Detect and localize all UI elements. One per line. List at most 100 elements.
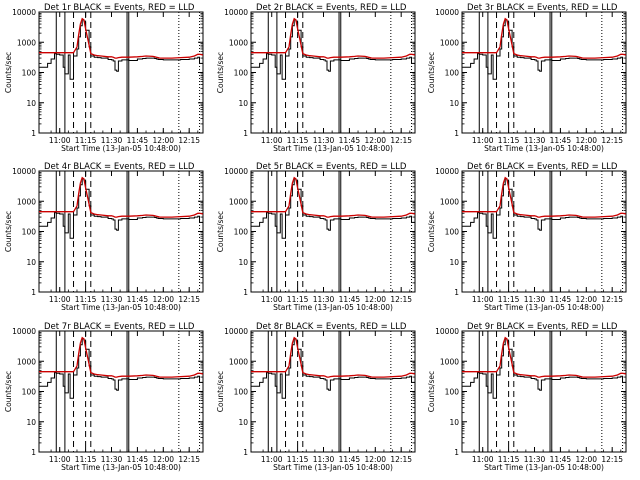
series-events-line <box>462 19 627 80</box>
x-tick-label: 11:45 <box>550 136 572 145</box>
chart-panel: Det 2r BLACK = Events, RED = LLD 1 10 100 10… <box>216 3 416 153</box>
x-axis-label: Start Time (13-Jan-05 10:48:00) <box>273 144 393 153</box>
series-events-line <box>251 338 416 399</box>
y-tick-label: 10 <box>238 418 248 427</box>
y-tick-label: 1 <box>31 129 36 138</box>
series-lld-line <box>39 17 204 59</box>
x-tick-label: 12:00 <box>152 136 174 145</box>
y-tick-label: 10000 <box>12 8 36 17</box>
panel-title: Det 2r BLACK = Events, RED = LLD <box>256 3 407 13</box>
chart-panel: Det 7r BLACK = Events, RED = LLD 1 10 100 10… <box>4 322 204 472</box>
x-tick-label: 12:15 <box>178 136 200 145</box>
x-tick-label: 12:15 <box>390 295 412 304</box>
y-axis-label: Counts/sec <box>427 211 436 252</box>
y-tick-label: 1 <box>31 448 36 457</box>
y-axis-label: Counts/sec <box>216 371 225 412</box>
x-tick-label: 12:00 <box>364 455 386 464</box>
series-events-line <box>462 178 627 239</box>
x-tick-label: 11:15 <box>75 136 97 145</box>
y-tick-label: 10000 <box>224 327 248 336</box>
series-lld-line <box>251 336 416 378</box>
x-tick-label: 12:15 <box>601 295 623 304</box>
x-tick-label: 11:45 <box>550 295 572 304</box>
y-tick-label: 1000 <box>229 357 248 366</box>
x-tick-label: 12:00 <box>152 455 174 464</box>
x-tick-label: 12:00 <box>575 455 597 464</box>
y-tick-label: 1000 <box>229 197 248 206</box>
x-tick-label: 11:15 <box>75 455 97 464</box>
y-tick-label: 100 <box>234 228 249 237</box>
y-tick-label: 10 <box>26 418 36 427</box>
x-tick-label: 11:15 <box>498 136 520 145</box>
x-tick-label: 11:00 <box>261 295 283 304</box>
x-tick-label: 11:00 <box>261 136 283 145</box>
y-tick-label: 100 <box>234 388 249 397</box>
x-axis-label: Start Time (13-Jan-05 10:48:00) <box>273 303 393 312</box>
y-tick-label: 10 <box>26 99 36 108</box>
y-tick-label: 100 <box>445 228 460 237</box>
series-events-line <box>39 178 204 239</box>
x-tick-label: 11:30 <box>313 295 335 304</box>
y-tick-label: 1 <box>243 288 248 297</box>
y-tick-label: 1000 <box>17 38 36 47</box>
y-tick-label: 100 <box>445 388 460 397</box>
y-tick-label: 10 <box>449 258 459 267</box>
chart-panel: Det 3r BLACK = Events, RED = LLD 1 10 100 10… <box>427 3 627 153</box>
y-axis-label: Counts/sec <box>216 211 225 252</box>
x-tick-label: 12:15 <box>601 455 623 464</box>
x-tick-label: 12:00 <box>364 295 386 304</box>
x-tick-label: 12:15 <box>390 455 412 464</box>
y-tick-label: 10 <box>26 258 36 267</box>
x-tick-label: 11:30 <box>524 295 546 304</box>
series-events-line <box>39 19 204 80</box>
x-tick-label: 12:00 <box>152 295 174 304</box>
series-events-line <box>462 338 627 399</box>
x-tick-label: 12:00 <box>575 136 597 145</box>
y-axis-label: Counts/sec <box>427 52 436 93</box>
y-tick-label: 1 <box>454 448 459 457</box>
x-axis-label: Start Time (13-Jan-05 10:48:00) <box>61 144 181 153</box>
x-tick-label: 11:00 <box>261 455 283 464</box>
chart-panel: Det 5r BLACK = Events, RED = LLD 1 10 100 10… <box>216 162 416 312</box>
x-tick-label: 11:00 <box>49 295 71 304</box>
y-tick-label: 1 <box>454 129 459 138</box>
panel-title: Det 1r BLACK = Events, RED = LLD <box>44 3 195 13</box>
x-tick-label: 11:45 <box>339 295 361 304</box>
chart-panel: Det 6r BLACK = Events, RED = LLD 1 10 100 10… <box>427 162 627 312</box>
x-tick-label: 11:30 <box>101 136 123 145</box>
panel-title: Det 4r BLACK = Events, RED = LLD <box>44 162 195 172</box>
y-tick-label: 100 <box>22 69 37 78</box>
y-axis-label: Counts/sec <box>4 211 13 252</box>
x-axis-label: Start Time (13-Jan-05 10:48:00) <box>273 463 393 472</box>
y-axis-label: Counts/sec <box>4 52 13 93</box>
panel-title: Det 8r BLACK = Events, RED = LLD <box>256 322 407 332</box>
chart-panel: Det 8r BLACK = Events, RED = LLD 1 10 100 10… <box>216 322 416 472</box>
series-lld-line <box>39 176 204 218</box>
chart-panel: Det 4r BLACK = Events, RED = LLD 1 10 100 10… <box>4 162 204 312</box>
x-tick-label: 11:30 <box>101 295 123 304</box>
y-tick-label: 10 <box>449 99 459 108</box>
x-tick-label: 12:00 <box>364 136 386 145</box>
y-tick-label: 100 <box>234 69 249 78</box>
x-tick-label: 11:30 <box>524 455 546 464</box>
y-tick-label: 10 <box>238 258 248 267</box>
y-tick-label: 100 <box>445 69 460 78</box>
y-tick-label: 10000 <box>224 8 248 17</box>
series-events-line <box>251 19 416 80</box>
y-tick-label: 1000 <box>440 357 459 366</box>
x-tick-label: 11:00 <box>472 295 494 304</box>
x-tick-label: 11:00 <box>49 136 71 145</box>
y-tick-label: 10000 <box>224 167 248 176</box>
series-events-line <box>251 178 416 239</box>
y-tick-label: 1000 <box>17 357 36 366</box>
x-tick-label: 12:00 <box>575 295 597 304</box>
series-lld-line <box>462 336 627 378</box>
panel-title: Det 7r BLACK = Events, RED = LLD <box>44 322 195 332</box>
x-tick-label: 11:30 <box>101 455 123 464</box>
x-axis-label: Start Time (13-Jan-05 10:48:00) <box>484 303 604 312</box>
panel-title: Det 9r BLACK = Events, RED = LLD <box>467 322 618 332</box>
y-tick-label: 1 <box>243 448 248 457</box>
series-lld-line <box>251 17 416 59</box>
y-axis-label: Counts/sec <box>216 52 225 93</box>
